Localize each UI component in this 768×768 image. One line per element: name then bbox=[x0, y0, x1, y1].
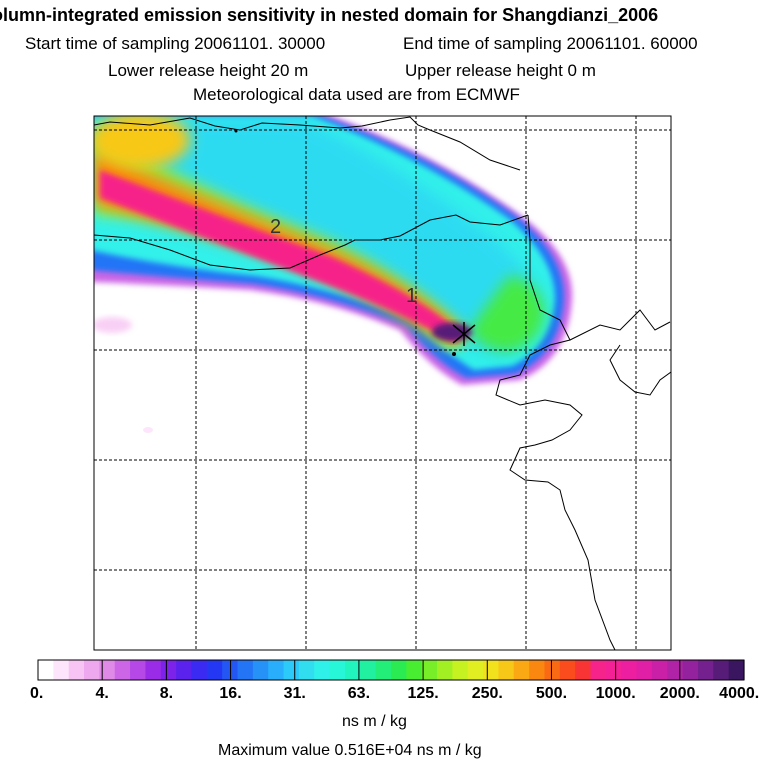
colorbar-cell bbox=[575, 660, 592, 680]
colorbar-cell bbox=[529, 660, 546, 680]
colorbar-cell bbox=[498, 660, 515, 680]
colorbar-tick-label: 4000. bbox=[719, 685, 760, 702]
colorbar-cell bbox=[452, 660, 469, 680]
end-time-label: End time of sampling 20061101. 60000 bbox=[403, 34, 698, 53]
colorbar-cell bbox=[268, 660, 285, 680]
sensitivity-field bbox=[94, 116, 573, 433]
colorbar-cell bbox=[99, 660, 116, 680]
colorbar-cell bbox=[651, 660, 668, 680]
maximum-value-label: Maximum value 0.516E+04 ns m / kg bbox=[218, 742, 482, 759]
colorbar-cell bbox=[298, 660, 315, 680]
colorbar-cell bbox=[391, 660, 407, 680]
colorbar-cell bbox=[314, 660, 331, 680]
colorbar-cell bbox=[513, 660, 530, 680]
colorbar-cell bbox=[636, 660, 653, 680]
colorbar-cell bbox=[421, 660, 438, 680]
contour-label-1: 1 bbox=[406, 285, 417, 307]
colorbar-tick-label: 0. bbox=[29, 685, 44, 702]
colorbar-cell bbox=[145, 660, 162, 680]
colorbar-cell bbox=[237, 660, 254, 680]
colorbar-cell bbox=[191, 660, 208, 680]
colorbar-cell bbox=[605, 660, 622, 680]
map-frame bbox=[93, 115, 672, 651]
colorbar-cell bbox=[329, 660, 346, 680]
colorbar-cell bbox=[590, 660, 607, 680]
colorbar-tick-label: 500. bbox=[535, 685, 568, 702]
colorbar-cell bbox=[160, 660, 177, 680]
colorbar-cell bbox=[360, 660, 377, 680]
coast-dot bbox=[234, 129, 238, 133]
contour-label-2: 2 bbox=[270, 216, 281, 238]
colorbar bbox=[38, 660, 745, 680]
colorbar-cell bbox=[206, 660, 223, 680]
colorbar-cell bbox=[252, 660, 269, 680]
colorbar-cell bbox=[559, 660, 576, 680]
colorbar-cell bbox=[38, 660, 54, 680]
field-pale-patch bbox=[94, 317, 132, 333]
colorbar-cell bbox=[130, 660, 147, 680]
start-time-label: Start time of sampling 20061101. 30000 bbox=[25, 34, 326, 53]
colorbar-cell bbox=[483, 660, 500, 680]
colorbar-cell bbox=[437, 660, 453, 680]
lat-lon-grid bbox=[94, 116, 671, 650]
colorbar-cell bbox=[283, 660, 300, 680]
colorbar-cell bbox=[68, 660, 85, 680]
colorbar-cell bbox=[53, 660, 70, 680]
colorbar-cell bbox=[544, 660, 561, 680]
colorbar-cell bbox=[375, 660, 392, 680]
colorbar-cell bbox=[84, 660, 100, 680]
colorbar-frame bbox=[37, 659, 745, 681]
plot-title: olumn-integrated emission sensitivity in… bbox=[0, 5, 659, 25]
upper-release-height-label: Upper release height 0 m bbox=[405, 61, 596, 80]
colorbar-cell bbox=[713, 660, 730, 680]
colorbar-tick-label: 250. bbox=[471, 685, 503, 702]
colorbar-tick-label: 1000. bbox=[595, 685, 636, 702]
colorbar-tick-label: 8. bbox=[159, 685, 174, 702]
field-pale-speck bbox=[143, 427, 153, 433]
colorbar-cell bbox=[682, 660, 699, 680]
colorbar-cell bbox=[467, 660, 484, 680]
meteorological-data-label: Meteorological data used are from ECMWF bbox=[193, 85, 520, 104]
colorbar-cell bbox=[114, 660, 131, 680]
colorbar-cell bbox=[406, 660, 423, 680]
colorbar-tick-label: 63. bbox=[347, 685, 371, 702]
lower-release-height-label: Lower release height 20 m bbox=[108, 61, 309, 80]
colorbar-cell bbox=[344, 660, 361, 680]
colorbar-cell bbox=[621, 660, 638, 680]
colorbar-tick-label: 4. bbox=[95, 685, 109, 702]
colorbar-cell bbox=[728, 660, 745, 680]
colorbar-tick-label: 2000. bbox=[659, 685, 700, 702]
coastlines bbox=[94, 116, 671, 650]
receptor-dot bbox=[452, 352, 456, 356]
colorbar-tick-label: 31. bbox=[283, 685, 306, 702]
colorbar-unit: ns m / kg bbox=[342, 713, 407, 730]
field-yellow-lobe bbox=[94, 116, 190, 168]
colorbar-tick-label: 16. bbox=[219, 685, 242, 702]
colorbar-cell bbox=[176, 660, 193, 680]
colorbar-cell bbox=[667, 660, 684, 680]
colorbar-cell bbox=[697, 660, 714, 680]
receptor-star-icon bbox=[452, 322, 476, 346]
colorbar-tick-label: 125. bbox=[407, 685, 439, 702]
field-pink-core bbox=[100, 170, 462, 342]
